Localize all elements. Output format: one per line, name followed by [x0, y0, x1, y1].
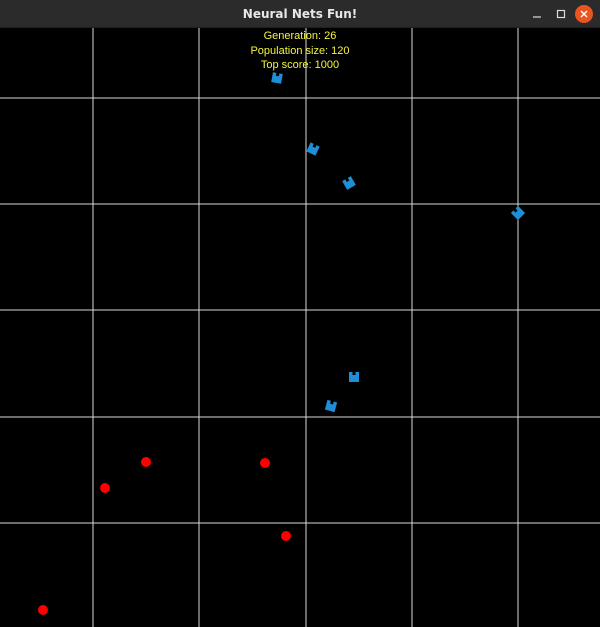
food-dot: [281, 531, 291, 541]
agent-layer: [271, 72, 526, 413]
grid: [0, 28, 600, 627]
food-dot: [141, 457, 151, 467]
window-title: Neural Nets Fun!: [242, 7, 358, 21]
minimize-icon: [533, 16, 541, 18]
food-dot: [100, 483, 110, 493]
food-dot: [38, 605, 48, 615]
minimize-button[interactable]: [526, 3, 548, 25]
agent-creature: [510, 205, 526, 221]
title-bar[interactable]: Neural Nets Fun!: [0, 0, 600, 28]
agent-creature: [324, 399, 338, 413]
agent-creature: [342, 176, 356, 190]
maximize-button[interactable]: [550, 3, 572, 25]
agent-creature: [349, 372, 359, 382]
close-icon: [580, 10, 588, 18]
close-button[interactable]: [573, 3, 595, 25]
food-dot: [260, 458, 270, 468]
game-canvas[interactable]: Generation: 26 Population size: 120 Top …: [0, 28, 600, 627]
food-layer: [38, 457, 291, 615]
agent-creature: [306, 142, 320, 156]
agent-creature: [271, 72, 283, 84]
maximize-icon: [556, 9, 566, 19]
simulation-field: [0, 28, 600, 627]
